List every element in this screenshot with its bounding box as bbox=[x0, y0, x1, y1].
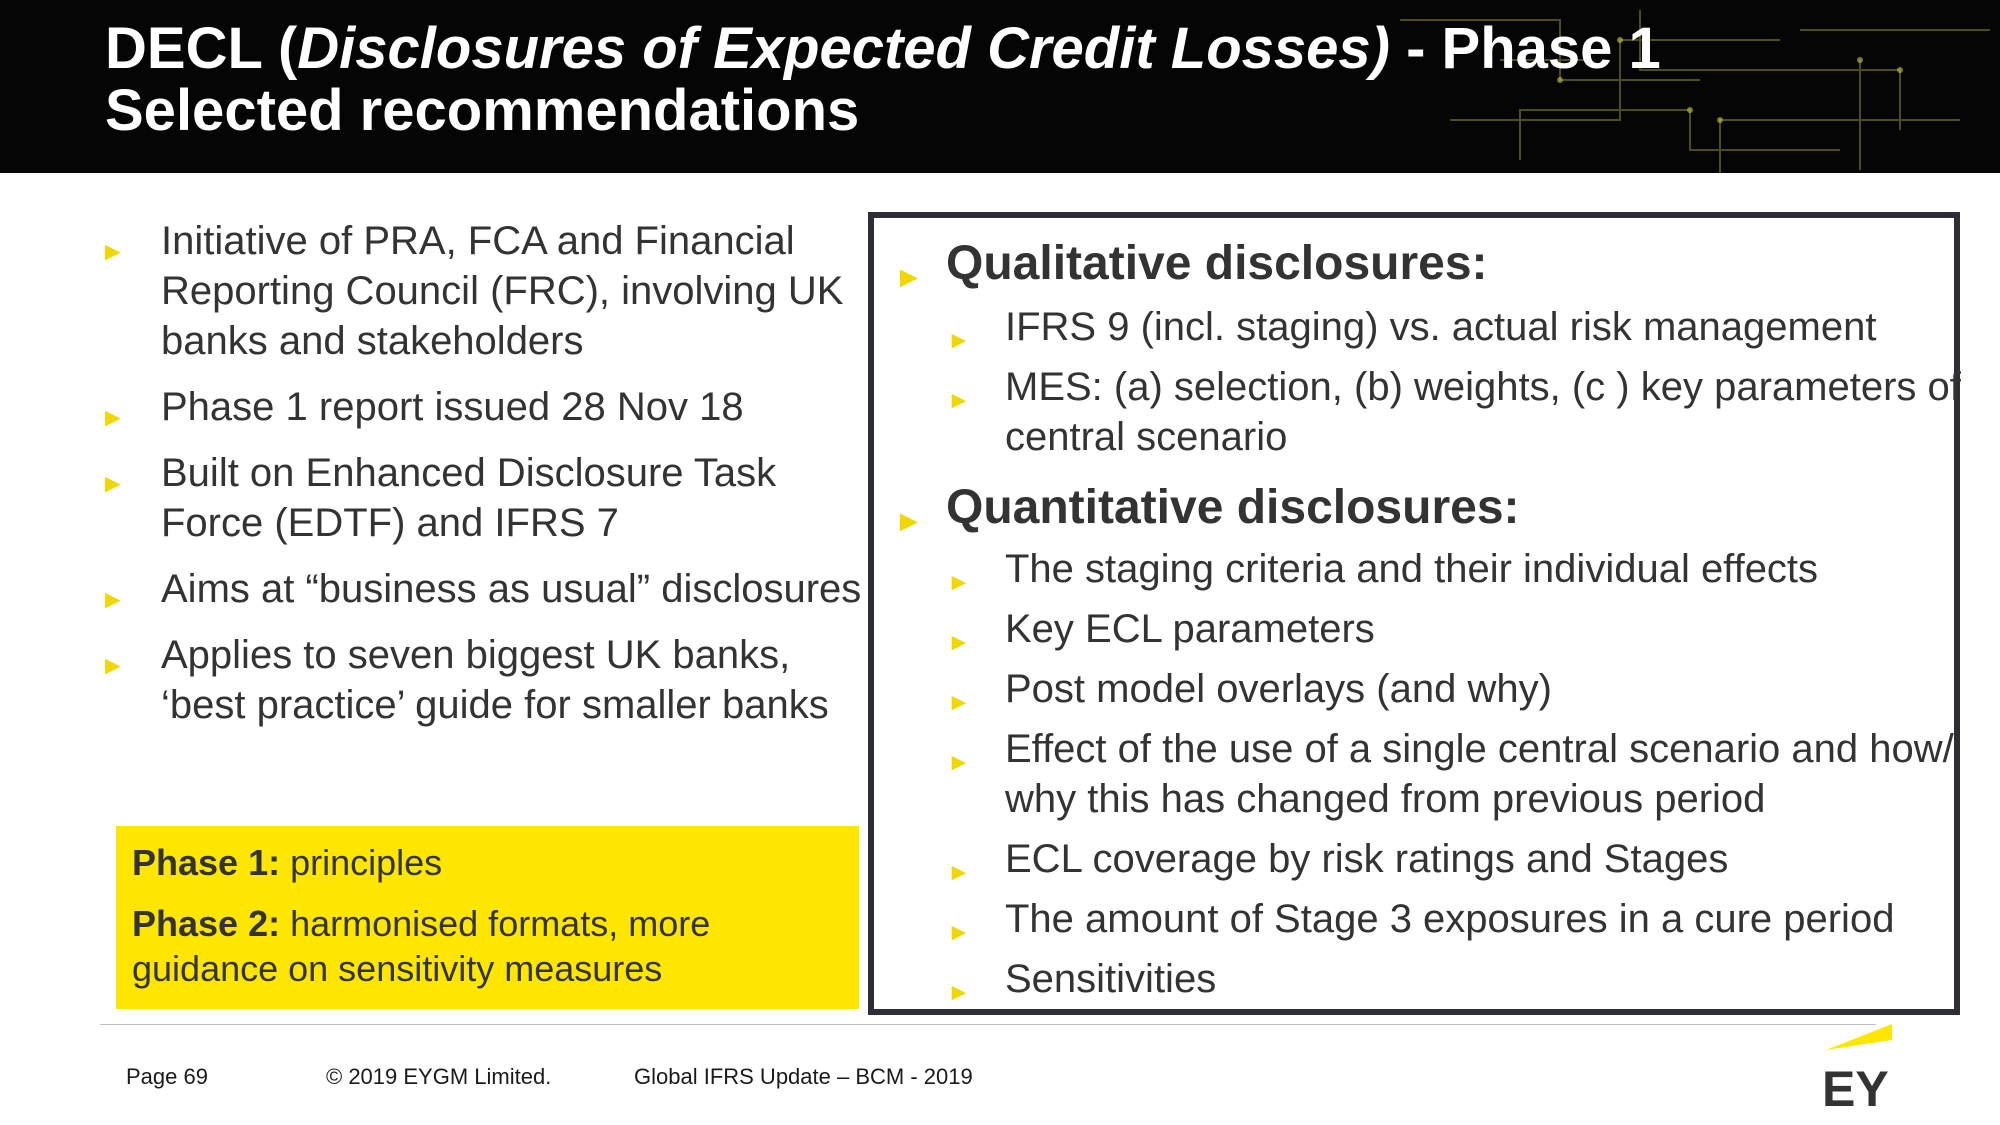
list-item: ► Initiative of PRA, FCA and Financial Re… bbox=[100, 216, 870, 366]
triangle-right-icon: ► bbox=[894, 261, 924, 294]
triangle-right-icon: ► bbox=[100, 650, 126, 680]
triangle-right-icon: ► bbox=[947, 919, 971, 946]
triangle-right-icon: ► bbox=[947, 689, 971, 716]
footer-divider bbox=[100, 1024, 1876, 1025]
item-text: Sensitivities bbox=[1005, 957, 1217, 1001]
item-text: Post model overlays (and why) bbox=[1005, 667, 1552, 711]
title-suffix: - Phase 1 bbox=[1389, 16, 1661, 81]
copyright-text: © 2019 EYGM Limited. bbox=[326, 1064, 552, 1089]
qualitative-heading: ► Qualitative disclosures: bbox=[894, 236, 1488, 294]
phase-1-text: principles bbox=[280, 842, 443, 883]
triangle-right-icon: ► bbox=[947, 629, 971, 656]
list-item: ► The amount of Stage 3 exposures in a cu… bbox=[947, 894, 1965, 946]
bullet-text: Phase 1 report issued 28 Nov 18 bbox=[161, 385, 744, 429]
triangle-right-icon: ► bbox=[100, 402, 126, 432]
list-item: ► Sensitivities bbox=[947, 954, 1965, 1006]
phase-2-label: Phase 2: bbox=[132, 903, 281, 944]
phase-2-text: harmonised formats, more guidance on sen… bbox=[132, 903, 711, 989]
qualitative-list: ► IFRS 9 (incl. staging) vs. actual risk … bbox=[947, 302, 1965, 472]
item-text: The amount of Stage 3 exposures in a cur… bbox=[1005, 897, 1895, 941]
item-text: Effect of the use of a single central sc… bbox=[1005, 727, 1954, 821]
triangle-right-icon: ► bbox=[100, 236, 126, 266]
triangle-right-icon: ► bbox=[947, 569, 971, 596]
quantitative-list: ► The staging criteria and their individu… bbox=[947, 544, 1965, 1014]
list-item: ► The staging criteria and their individu… bbox=[947, 544, 1965, 596]
list-item: ► IFRS 9 (incl. staging) vs. actual risk … bbox=[947, 302, 1965, 354]
left-bullet-list: ► Initiative of PRA, FCA and Financial Re… bbox=[100, 216, 870, 746]
quantitative-heading: ► Quantitative disclosures: bbox=[894, 480, 1520, 538]
disclosures-panel: ► Qualitative disclosures: ► IFRS 9 (incl.… bbox=[868, 212, 1961, 1015]
ey-logo-beam bbox=[1826, 1024, 1892, 1050]
list-item: ► ECL coverage by risk ratings and Stages bbox=[947, 834, 1965, 886]
list-item: ► Post model overlays (and why) bbox=[947, 664, 1965, 716]
ey-logo: EY bbox=[1822, 1024, 1892, 1110]
list-item: ► Aims at “business as usual” disclosures bbox=[100, 564, 870, 614]
item-text: The staging criteria and their individua… bbox=[1005, 547, 1819, 591]
title-prefix: DECL ( bbox=[105, 16, 298, 81]
list-item: ► MES: (a) selection, (b) weights, (c ) k… bbox=[947, 362, 1965, 462]
list-item: ► Effect of the use of a single central s… bbox=[947, 724, 1965, 824]
triangle-right-icon: ► bbox=[100, 584, 126, 614]
item-text: Key ECL parameters bbox=[1005, 607, 1375, 651]
list-item: ► Applies to seven biggest UK banks, ‘bes… bbox=[100, 630, 870, 730]
event-name: Global IFRS Update – BCM - 2019 bbox=[634, 1064, 973, 1089]
page-title: DECL (Disclosures of Expected Credit Los… bbox=[105, 18, 1661, 142]
item-text: MES: (a) selection, (b) weights, (c ) ke… bbox=[1005, 365, 1961, 459]
heading-text: Qualitative disclosures: bbox=[946, 237, 1488, 290]
list-item: ► Built on Enhanced Disclosure Task Force… bbox=[100, 448, 870, 548]
triangle-right-icon: ► bbox=[947, 979, 971, 1006]
phase-callout-box: Phase 1: principles Phase 2: harmonised … bbox=[116, 826, 859, 1009]
title-line-2: Selected recommendations bbox=[105, 78, 860, 143]
phase-1-line: Phase 1: principles bbox=[132, 840, 843, 885]
phase-1-label: Phase 1: bbox=[132, 842, 281, 883]
list-item: ► Phase 1 report issued 28 Nov 18 bbox=[100, 382, 870, 432]
bullet-text: Aims at “business as usual” disclosures bbox=[161, 567, 862, 611]
bullet-text: Built on Enhanced Disclosure Task Force … bbox=[161, 451, 777, 545]
page-number: Page 69 bbox=[126, 1064, 208, 1089]
bullet-text: Applies to seven biggest UK banks, ‘best… bbox=[161, 633, 829, 727]
triangle-right-icon: ► bbox=[100, 468, 126, 498]
triangle-right-icon: ► bbox=[947, 387, 971, 414]
triangle-right-icon: ► bbox=[947, 859, 971, 886]
item-text: ECL coverage by risk ratings and Stages bbox=[1005, 837, 1729, 881]
triangle-right-icon: ► bbox=[894, 505, 924, 538]
title-italic: Disclosures of Expected Credit Losses) bbox=[297, 16, 1390, 81]
list-item: ► Key ECL parameters bbox=[947, 604, 1965, 656]
ey-logo-text: EY bbox=[1822, 1061, 1889, 1110]
phase-2-line: Phase 2: harmonised formats, more guidan… bbox=[132, 901, 843, 991]
header-banner: DECL (Disclosures of Expected Credit Los… bbox=[0, 0, 2000, 173]
heading-text: Quantitative disclosures: bbox=[946, 481, 1520, 534]
triangle-right-icon: ► bbox=[947, 327, 971, 354]
bullet-text: Initiative of PRA, FCA and Financial Rep… bbox=[161, 219, 844, 363]
circuit-board-background bbox=[1400, 10, 1990, 173]
item-text: IFRS 9 (incl. staging) vs. actual risk m… bbox=[1005, 305, 1877, 349]
triangle-right-icon: ► bbox=[947, 749, 971, 776]
